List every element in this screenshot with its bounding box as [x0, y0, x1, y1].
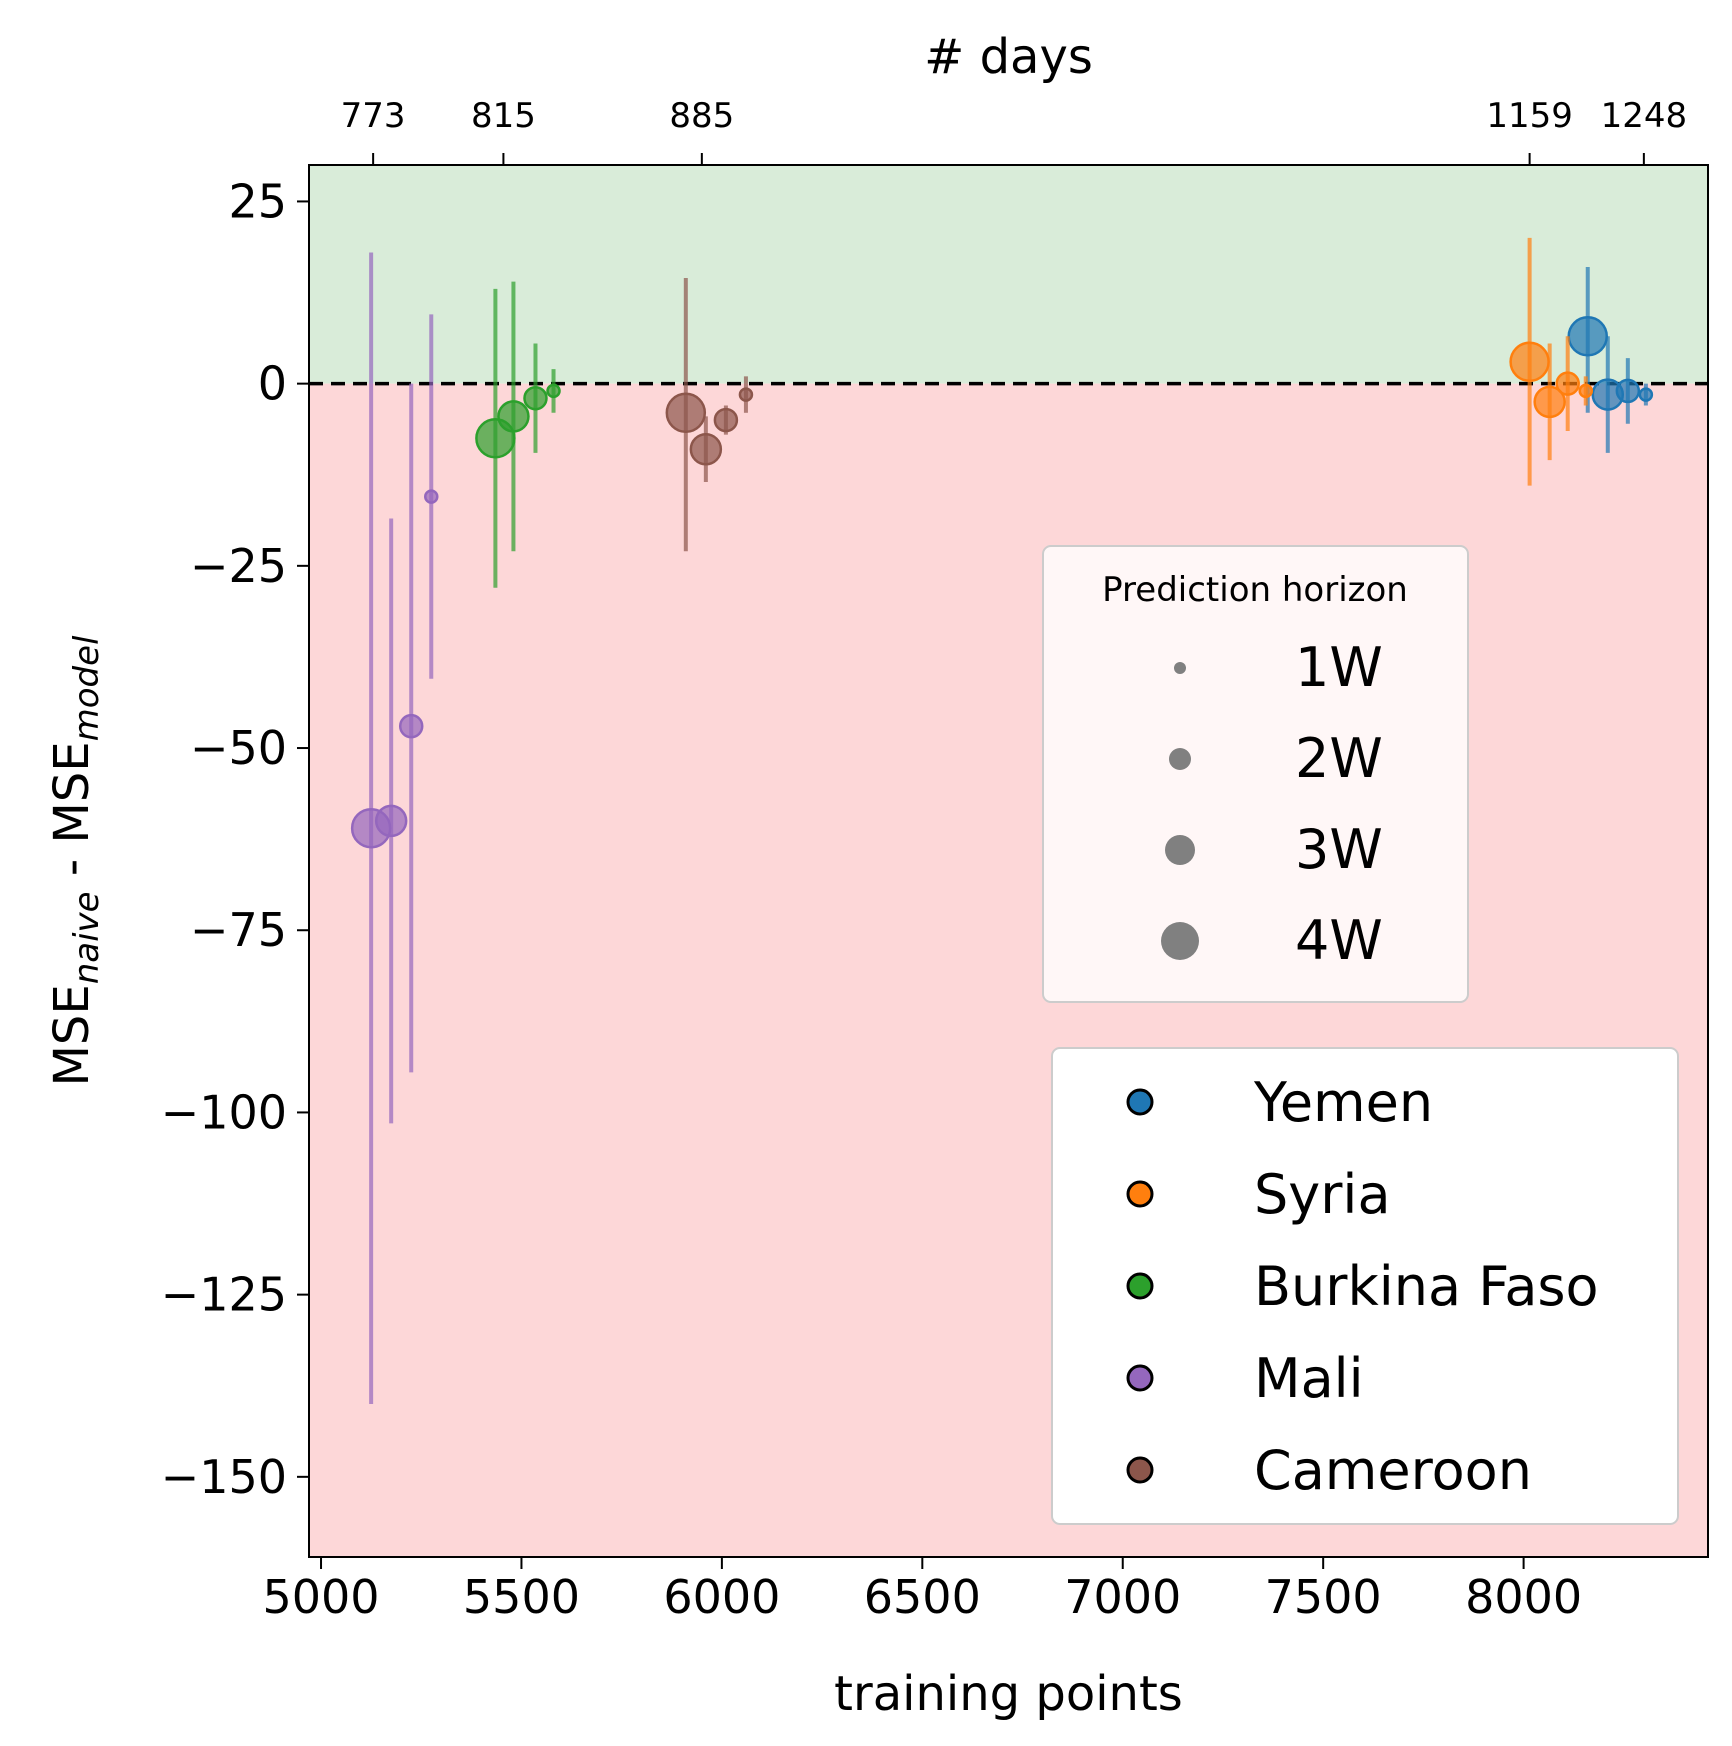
data-point — [1567, 316, 1608, 357]
data-point — [523, 385, 548, 411]
top-tick-label: 1248 — [1601, 96, 1688, 136]
country-legend-label: Yemen — [1253, 1071, 1433, 1134]
horizon-legend-box — [1042, 545, 1469, 1003]
data-point — [713, 407, 739, 433]
country-legend-marker — [1126, 1364, 1154, 1392]
x-tick-label: 5000 — [262, 1570, 379, 1624]
country-legend-marker — [1126, 1180, 1154, 1208]
positive-region — [309, 165, 1708, 384]
horizon-legend-marker — [1165, 835, 1195, 865]
y-tick-label: −50 — [190, 721, 287, 775]
y-tick-label: −75 — [190, 903, 287, 957]
data-point — [689, 432, 723, 466]
horizon-legend-marker — [1169, 748, 1191, 770]
data-point — [424, 489, 439, 504]
x-axis-title: training points — [834, 1666, 1183, 1722]
horizon-legend-title: Prediction horizon — [1102, 570, 1408, 610]
y-tick-label: −100 — [161, 1085, 287, 1139]
country-legend-marker — [1126, 1456, 1154, 1484]
horizon-legend-label: 3W — [1295, 818, 1383, 881]
horizon-legend-label: 1W — [1295, 636, 1383, 699]
country-legend-marker — [1126, 1088, 1154, 1116]
data-marks — [350, 237, 1654, 1404]
y-tick-label: −125 — [161, 1268, 287, 1322]
data-point — [1615, 378, 1641, 404]
country-legend-label: Cameroon — [1254, 1439, 1532, 1502]
country-legend-label: Burkina Faso — [1254, 1255, 1599, 1318]
data-point — [497, 400, 530, 433]
horizon-legend-marker — [1161, 922, 1199, 960]
x-tick-label: 7000 — [1064, 1570, 1181, 1624]
top-tick-label: 815 — [471, 96, 536, 136]
horizon-legend-label: 2W — [1295, 727, 1383, 790]
data-point — [546, 383, 561, 399]
top-tick-label: 885 — [669, 96, 734, 136]
country-legend-marker — [1126, 1272, 1154, 1300]
country-legend-box — [1051, 1047, 1679, 1525]
data-point — [738, 387, 754, 402]
y-tick-label: −25 — [190, 539, 287, 593]
plot-frame — [308, 164, 1709, 1558]
x-tick-label: 8000 — [1465, 1570, 1582, 1624]
top-tick-label: 1159 — [1486, 96, 1573, 136]
axes: 5000 5500 6000 6500 7000 7500 8000 25 0 −25 −50 −75… — [44, 29, 1709, 1722]
top-tick-label: 773 — [341, 96, 406, 136]
x-tick-label: 7500 — [1265, 1570, 1382, 1624]
top-axis-title: # days — [924, 29, 1093, 85]
y-tick-label: −150 — [161, 1450, 287, 1504]
horizon-legend-marker — [1174, 662, 1186, 674]
country-legend-label: Syria — [1254, 1163, 1391, 1226]
data-point — [1509, 341, 1550, 383]
data-point — [665, 392, 707, 434]
data-point — [1533, 385, 1566, 419]
x-tick-label: 5500 — [463, 1570, 580, 1624]
data-point — [1578, 383, 1593, 399]
y-axis-title: MSEnaive - MSEmodel — [44, 635, 107, 1087]
data-point — [398, 713, 424, 739]
country-legend-label: Mali — [1254, 1347, 1364, 1410]
data-point — [1638, 387, 1654, 402]
y-tick-label: 0 — [258, 357, 287, 411]
data-point — [374, 804, 408, 838]
horizon-legend-label: 4W — [1295, 909, 1383, 972]
x-tick-label: 6500 — [864, 1570, 981, 1624]
y-tick-label: 25 — [228, 174, 287, 228]
legends: Prediction horizon 1W 2W 3W 4W Yemen Syria Burk… — [1042, 545, 1679, 1525]
x-tick-label: 6000 — [663, 1570, 780, 1624]
data-point — [1555, 371, 1580, 396]
